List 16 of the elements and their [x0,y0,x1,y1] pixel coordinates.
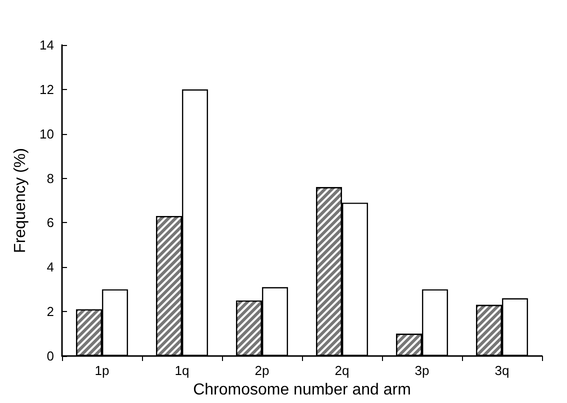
y-tick-label: 0 [46,348,54,364]
y-tick-label: 4 [46,260,54,275]
x-tick-label: 2q [334,363,350,378]
x-axis-title: Chromosome number and arm [193,382,411,398]
x-tick-label: 3p [414,363,430,378]
y-tick-label: 12 [40,82,54,97]
x-tick-label: 2p [254,363,270,378]
x-tick-label: 1q [174,363,190,378]
y-tick-label: 10 [40,126,54,142]
y-tick-label: 8 [46,170,54,186]
y-tick-label: 2 [46,304,54,320]
y-axis-title: Frequency (%) [12,148,30,253]
y-tick-label: 14 [40,38,54,52]
y-tick-label: 6 [46,215,54,230]
x-tick-label: 1p [94,363,110,378]
x-tick-label: 3q [494,363,510,378]
